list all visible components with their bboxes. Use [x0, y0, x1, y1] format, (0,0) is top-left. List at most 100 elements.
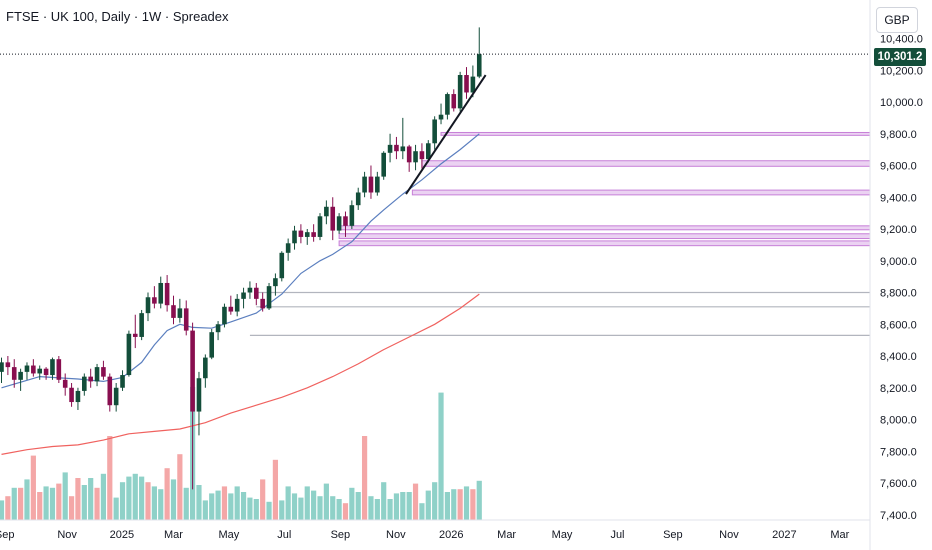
candle	[343, 211, 348, 237]
candle	[406, 144, 412, 172]
candle	[241, 287, 246, 309]
candle-body	[279, 252, 285, 279]
candle	[107, 373, 113, 412]
candle-body	[432, 119, 437, 144]
volume-bar	[68, 496, 75, 520]
volume-bar	[24, 479, 30, 520]
candle	[368, 165, 374, 199]
candle	[203, 354, 208, 388]
volume-bar	[81, 485, 87, 520]
volume-bar	[425, 490, 431, 520]
volume-bar	[336, 499, 342, 520]
volume-bar	[387, 499, 393, 520]
candle	[445, 92, 450, 120]
candle-body	[171, 305, 176, 318]
volume-bar	[196, 485, 202, 520]
zone-box	[421, 160, 871, 167]
zone-box	[338, 240, 871, 247]
candle-body	[43, 368, 49, 376]
candle	[62, 373, 68, 396]
y-tick-label: 9,800.0	[880, 129, 917, 141]
volume-bar	[368, 496, 374, 520]
candle	[132, 314, 138, 349]
candle	[279, 251, 285, 282]
candle	[324, 200, 329, 225]
volume-bar	[209, 493, 215, 520]
candle	[355, 187, 361, 210]
x-tick-label: Nov	[57, 529, 77, 541]
volume-bar	[62, 472, 68, 520]
candle	[464, 67, 469, 99]
volume-bar	[279, 500, 285, 520]
candle	[88, 368, 93, 388]
candle-body	[304, 232, 310, 237]
candle	[349, 200, 355, 229]
y-tick-label: 7,600.0	[880, 478, 917, 490]
x-tick-label: Mar	[497, 529, 516, 541]
volume-bar	[272, 459, 279, 520]
candle	[425, 140, 431, 163]
candle	[18, 368, 23, 391]
candle-body	[413, 151, 418, 163]
x-tick-label: Sep	[0, 529, 14, 541]
chart-title: FTSE · UK 100, Daily · 1W · Spreadex	[6, 9, 229, 24]
x-tick-label: May	[552, 529, 573, 541]
volume-bar	[260, 479, 266, 520]
candle-body	[324, 206, 329, 217]
candle-body	[355, 192, 361, 206]
currency-button[interactable]: GBP	[876, 7, 918, 33]
candle-body	[400, 146, 406, 152]
volume-bar	[361, 436, 368, 520]
candle	[311, 224, 316, 242]
volume-bar	[158, 489, 164, 520]
candle	[0, 357, 4, 383]
y-tick-label: 8,600.0	[880, 319, 917, 331]
candle-body	[336, 216, 342, 231]
candle-body	[285, 243, 291, 253]
candle-body	[349, 205, 355, 226]
volume-bar	[113, 497, 119, 520]
volume-bar	[202, 500, 208, 520]
volume-bar	[228, 493, 234, 520]
volume-bar	[247, 497, 253, 520]
candle-body	[183, 308, 189, 331]
candle-body	[362, 176, 367, 193]
trendline[interactable]	[405, 74, 487, 195]
y-tick-label: 9,000.0	[880, 256, 917, 268]
candle	[228, 295, 234, 315]
volume-bars	[0, 387, 482, 520]
candle	[387, 133, 393, 163]
x-tick-label: Nov	[386, 529, 406, 541]
candle	[164, 275, 170, 312]
candle-body	[139, 313, 144, 337]
volume-bar	[107, 436, 113, 520]
candle	[254, 282, 259, 306]
candle-body	[56, 359, 62, 380]
candle-body	[298, 230, 304, 237]
candle	[171, 295, 176, 325]
candle	[438, 103, 444, 125]
candle-body	[101, 367, 106, 377]
volume-bar	[400, 492, 406, 520]
candle-body	[203, 357, 208, 379]
volume-bar	[457, 489, 463, 520]
candle	[330, 197, 336, 241]
candles[interactable]	[0, 27, 482, 490]
x-tick-label: Mar	[830, 529, 849, 541]
volume-bar	[88, 478, 94, 520]
candle-body	[152, 297, 157, 304]
volume-bar	[183, 487, 189, 520]
candle-body	[311, 232, 316, 237]
volume-bar	[393, 493, 400, 520]
volume-bar	[5, 496, 11, 520]
candle-body	[113, 387, 119, 406]
y-tick-label: 9,600.0	[880, 161, 917, 173]
volume-bar	[412, 483, 419, 520]
candle-body	[317, 216, 323, 237]
candle	[292, 225, 297, 250]
candle	[82, 373, 87, 396]
volume-bar	[470, 489, 476, 520]
candle	[43, 367, 49, 380]
